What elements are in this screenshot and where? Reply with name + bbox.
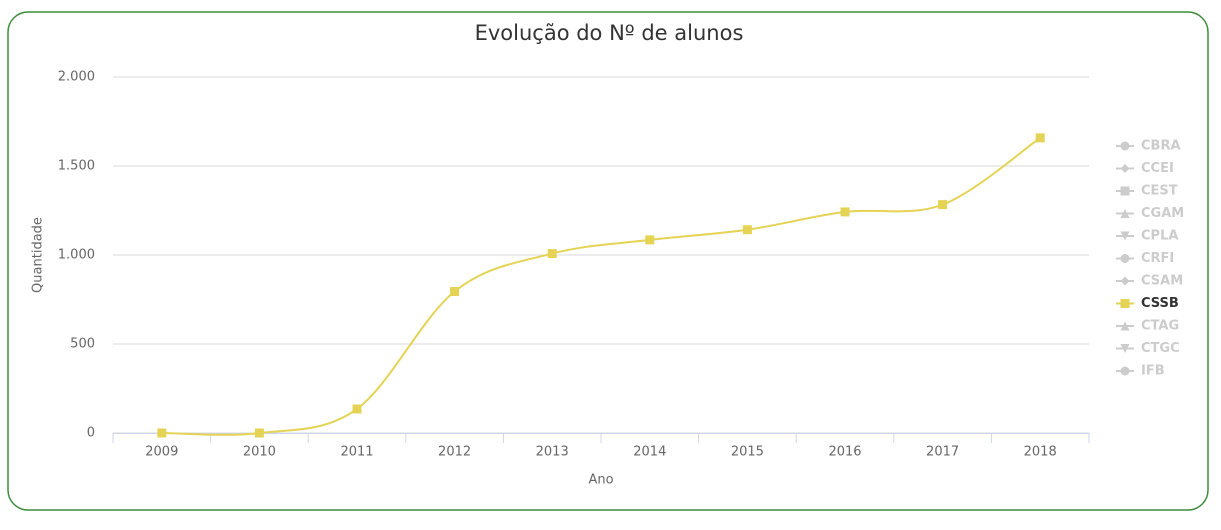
legend-item[interactable]: CPLA [1116,229,1178,244]
legend-label: IFB [1141,364,1165,379]
x-tick-label: 2010 [243,445,276,460]
legend-label: CRFI [1141,251,1174,266]
legend-label: CSSB [1141,296,1179,311]
legend-symbol [1120,186,1130,196]
x-tick-label: 2018 [1024,445,1057,460]
legend-item[interactable]: CGAM [1116,206,1184,221]
legend-symbol [1120,164,1130,173]
legend-label: CGAM [1141,206,1184,221]
x-tick-label: 2009 [145,445,178,460]
data-point [742,225,752,235]
legend-item[interactable]: CEST [1116,184,1178,199]
y-tick-label: 1.500 [58,159,95,174]
data-point [352,404,362,414]
y-axis-title: Quantidade [31,217,46,293]
legend-item[interactable]: CCEI [1116,161,1174,176]
y-tick-label: 0 [87,426,95,441]
legend-label: CEST [1141,184,1178,199]
x-tick-label: 2013 [536,445,569,460]
legend-symbol [1120,366,1130,376]
legend-symbol [1120,141,1130,151]
data-point [547,249,557,259]
legend-symbol [1120,254,1130,263]
legend-item[interactable]: CBRA [1116,139,1181,154]
legend-label: CCEI [1141,161,1174,176]
frame [7,11,1209,511]
legend-symbol [1120,299,1130,308]
legend-symbol [1120,231,1130,241]
data-point [840,207,850,217]
x-tick-label: 2011 [340,445,373,460]
data-point [450,286,460,296]
y-tick-label: 2.000 [58,70,95,85]
legend-symbol [1120,276,1130,286]
legend-label: CTGC [1141,341,1180,356]
legend-item[interactable]: CTAG [1116,319,1179,334]
legend-label: CTAG [1141,319,1179,334]
data-point [157,428,167,438]
data-point [645,235,655,245]
x-axis-title: Ano [588,473,613,488]
x-tick-label: 2017 [926,445,959,460]
legend-item[interactable]: CSAM [1116,274,1183,289]
legend-label: CPLA [1141,229,1178,244]
legend-item[interactable]: CTGC [1116,341,1180,356]
data-point [938,200,948,210]
series-line [161,137,1041,436]
legend-symbol [1120,344,1130,353]
y-tick-label: 1.000 [58,248,95,263]
legend-item[interactable]: CSSB [1116,296,1179,311]
x-tick-label: 2016 [828,445,861,460]
chart-title: Evolução do Nº de alunos [475,21,744,45]
y-tick-label: 500 [70,337,95,352]
legend-symbol [1120,321,1130,331]
legend-symbol [1120,209,1130,218]
data-point [1035,133,1045,143]
x-tick-label: 2015 [731,445,764,460]
x-tick-label: 2012 [438,445,471,460]
legend-item[interactable]: IFB [1116,364,1165,379]
data-point [254,428,264,438]
legend-label: CBRA [1141,139,1181,154]
legend-item[interactable]: CRFI [1116,251,1174,266]
x-tick-label: 2014 [633,445,666,460]
legend-label: CSAM [1141,274,1183,289]
